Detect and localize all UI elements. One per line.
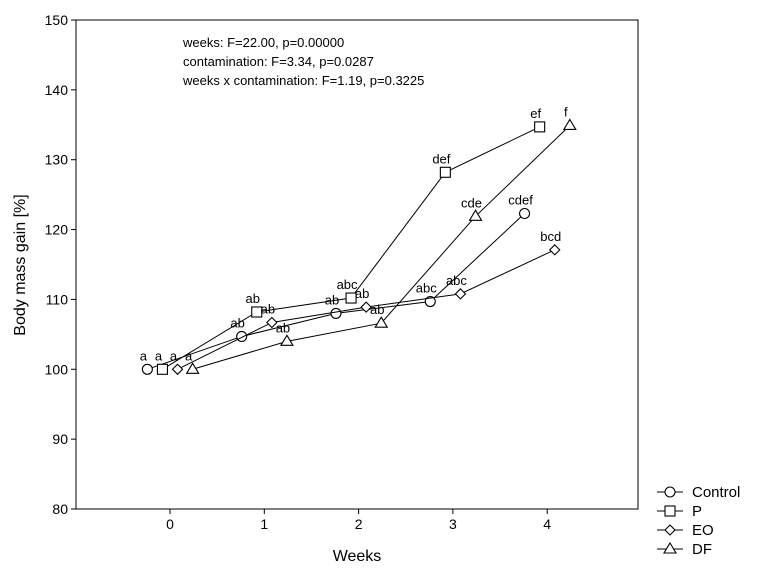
y-axis-ticks: 80 90 100 110 120 130 140 150	[45, 12, 76, 517]
series-layer: aabababccdefaababcdefefaabababcbcdaababc…	[140, 104, 577, 376]
data-point-df	[185, 362, 200, 374]
significance-label: cdef	[508, 193, 533, 208]
x-tick-label: 1	[260, 516, 268, 532]
legend-label: Control	[692, 484, 740, 501]
legend-label: EO	[692, 522, 714, 539]
statistics-annotation: weeks: F=22.00, p=0.00000 contamination: …	[182, 35, 424, 88]
stats-line: weeks: F=22.00, p=0.00000	[182, 35, 344, 50]
legend-marker-eo	[664, 524, 676, 536]
significance-label: def	[432, 151, 450, 166]
y-tick-label: 130	[45, 152, 69, 168]
x-tick-label: 2	[355, 516, 363, 532]
y-tick-label: 150	[45, 12, 69, 28]
x-tick-label: 4	[543, 516, 551, 532]
x-tick-label: 0	[166, 516, 174, 532]
data-point-eo	[360, 301, 372, 313]
legend-marker-control	[664, 486, 676, 498]
y-tick-label: 80	[52, 501, 68, 517]
legend-item-p: P	[657, 503, 702, 520]
data-point-df	[562, 118, 577, 131]
significance-label: ab	[246, 291, 260, 306]
significance-label: bcd	[540, 229, 561, 244]
y-tick-label: 100	[45, 361, 69, 377]
data-point-df	[468, 209, 483, 221]
significance-label: f	[564, 104, 568, 119]
data-point-p	[251, 306, 263, 318]
x-axis-ticks: 0 1 2 3 4	[166, 509, 551, 532]
data-point-control	[519, 207, 531, 220]
y-tick-label: 140	[45, 82, 69, 98]
legend-label: P	[692, 503, 702, 520]
data-point-control	[141, 363, 153, 375]
legend-item-df: DF	[657, 541, 712, 558]
significance-label: ab	[355, 286, 369, 301]
legend-item-control: Control	[657, 484, 740, 501]
significance-label: a	[140, 348, 148, 363]
y-tick-label: 110	[46, 291, 69, 307]
significance-label: ab	[261, 301, 275, 316]
significance-label: abc	[416, 281, 437, 296]
data-point-control	[424, 295, 436, 308]
data-point-eo	[454, 288, 467, 300]
x-axis-label: Weeks	[333, 548, 382, 565]
legend-marker-df	[663, 541, 677, 554]
data-point-p	[534, 121, 546, 133]
significance-label: ab	[370, 302, 384, 317]
legend: Control P EO DF	[657, 484, 740, 558]
significance-label: a	[185, 348, 193, 363]
significance-label: a	[170, 348, 178, 363]
significance-label: ab	[276, 320, 290, 335]
data-point-eo	[266, 316, 278, 329]
legend-label: DF	[692, 541, 712, 558]
data-point-p	[345, 292, 357, 304]
significance-label: ab	[325, 292, 339, 307]
y-tick-label: 90	[52, 431, 68, 447]
legend-item-eo: EO	[657, 522, 714, 539]
stats-line: weeks x contamination: F=1.19, p=0.3225	[182, 73, 424, 88]
data-point-df	[279, 334, 294, 346]
significance-label: ab	[230, 315, 244, 330]
significance-label: ef	[530, 106, 541, 121]
legend-marker-p	[664, 505, 676, 517]
significance-label: a	[155, 348, 163, 363]
data-point-p	[156, 363, 169, 375]
data-point-df	[374, 316, 389, 328]
significance-label: abc	[337, 277, 358, 292]
significance-label: abc	[446, 273, 467, 288]
data-point-control	[330, 307, 342, 319]
plot-area	[75, 19, 639, 510]
stats-line: contamination: F=3.34, p=0.0287	[183, 54, 374, 69]
data-point-p	[439, 166, 451, 178]
y-axis-label: Body mass gain [%]	[12, 194, 29, 335]
significance-label: cde	[461, 195, 482, 210]
y-tick-label: 120	[45, 222, 69, 238]
x-tick-label: 3	[449, 516, 457, 532]
data-point-eo	[171, 363, 184, 376]
data-point-eo	[548, 244, 561, 256]
data-point-control	[236, 330, 248, 343]
